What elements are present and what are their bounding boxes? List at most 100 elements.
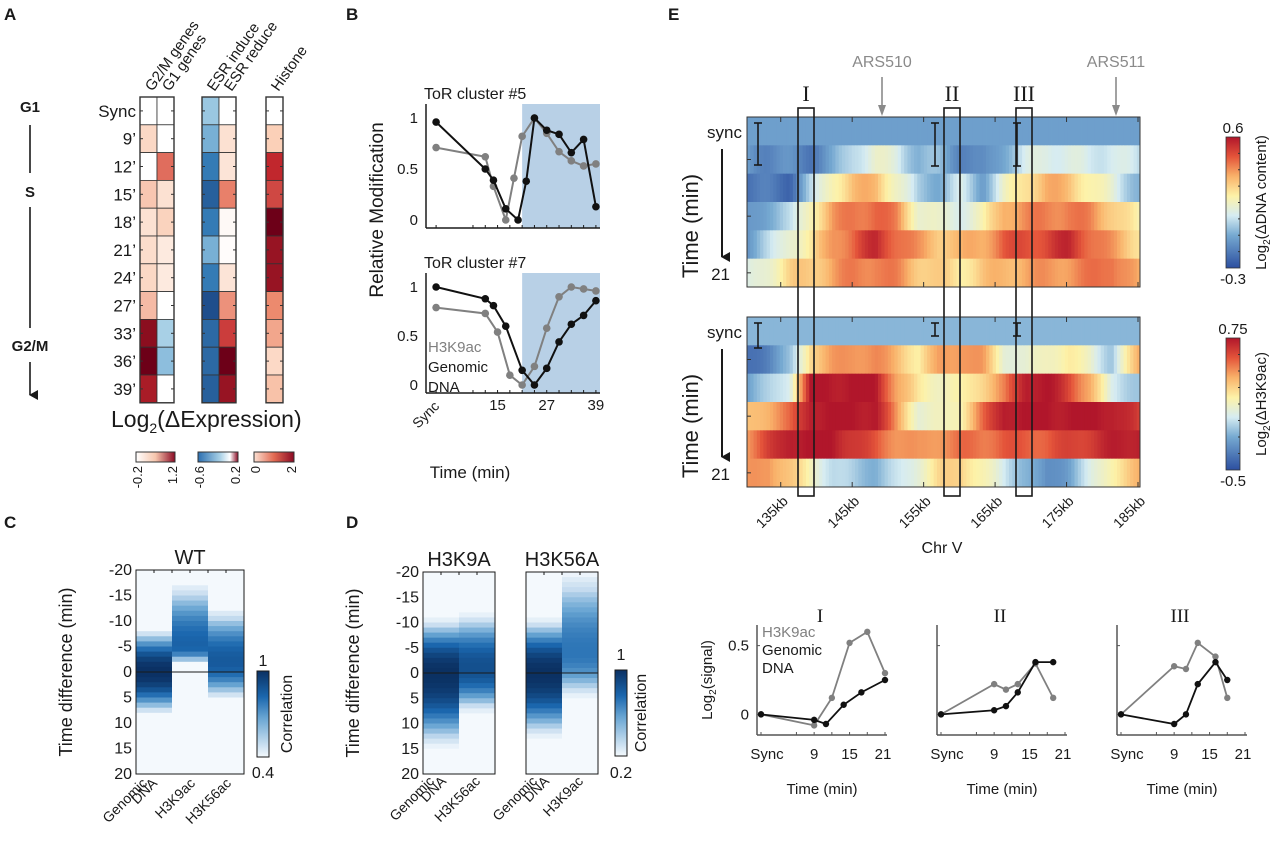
heatmap-cell bbox=[1041, 202, 1046, 231]
heatmap-cell bbox=[986, 317, 990, 346]
correlation-cell bbox=[172, 605, 209, 612]
heatmap-cell bbox=[927, 173, 931, 203]
heatmap-cell bbox=[861, 145, 866, 175]
heatmap-cell bbox=[972, 230, 977, 260]
heatmap-cell bbox=[779, 258, 784, 288]
heatmap-cell bbox=[1038, 430, 1043, 460]
heatmap-cell bbox=[802, 373, 807, 403]
correlation-cell bbox=[172, 580, 209, 586]
x-tick-label: 27 bbox=[538, 397, 555, 414]
heatmap-cell bbox=[855, 373, 859, 403]
correlation-cell bbox=[208, 717, 245, 724]
heatmap-cell bbox=[1090, 117, 1095, 146]
heatmap-cell bbox=[917, 202, 921, 231]
legend-genomic: Genomic bbox=[762, 642, 823, 659]
heatmap-cell bbox=[953, 430, 957, 460]
heatmap-cell bbox=[845, 258, 849, 288]
heatmap-cell bbox=[1038, 117, 1043, 146]
heatmap-cell bbox=[1005, 258, 1010, 288]
heatmap-cell bbox=[848, 317, 853, 346]
heatmap-cell bbox=[858, 117, 863, 146]
data-point bbox=[881, 676, 889, 684]
heatmap-cell bbox=[809, 402, 813, 431]
heatmap-cell bbox=[1038, 202, 1043, 231]
heatmap-cell bbox=[825, 430, 830, 460]
data-point bbox=[1049, 658, 1057, 666]
region-box-II bbox=[943, 107, 961, 497]
heatmap-cell bbox=[822, 430, 826, 460]
correlation-cell bbox=[136, 768, 173, 775]
heatmap-cell bbox=[789, 458, 794, 488]
heatmap-cell bbox=[841, 117, 846, 146]
correlation-cell bbox=[208, 656, 245, 663]
heatmap-cell bbox=[995, 373, 1000, 403]
correlation-cell bbox=[526, 743, 563, 750]
heatmap-cell bbox=[838, 345, 843, 375]
heatmap-cell bbox=[750, 258, 754, 288]
correlation-cell bbox=[562, 627, 599, 634]
heatmap-cell bbox=[750, 345, 754, 375]
correlation-cell bbox=[208, 677, 245, 683]
heatmap-cell bbox=[845, 230, 849, 260]
heatmap-cell bbox=[848, 402, 853, 431]
heatmap-cell bbox=[1041, 145, 1046, 175]
heatmap-cell bbox=[1005, 373, 1010, 403]
heatmap-cell bbox=[1097, 258, 1102, 288]
heatmap-cell bbox=[858, 345, 863, 375]
correlation-cell bbox=[562, 728, 599, 735]
heatmap-cell bbox=[838, 173, 843, 203]
data-point bbox=[567, 320, 576, 329]
heatmap-cell bbox=[802, 458, 807, 488]
correlation-cell bbox=[459, 763, 496, 770]
correlation-cell bbox=[136, 646, 173, 653]
correlation-cell bbox=[423, 708, 460, 714]
heatmap-cell bbox=[1005, 202, 1010, 231]
heatmap-cell bbox=[1018, 458, 1023, 488]
correlation-cell bbox=[459, 627, 496, 634]
heatmap-cell bbox=[923, 373, 928, 403]
colorbar bbox=[614, 669, 628, 757]
heatmap-cell bbox=[1012, 202, 1016, 231]
correlation-cell bbox=[526, 693, 563, 699]
heatmap-cell bbox=[907, 430, 912, 460]
heatmap-cell bbox=[805, 317, 810, 346]
heatmap-cell bbox=[851, 430, 856, 460]
heatmap-cell bbox=[819, 202, 823, 231]
heatmap-cell bbox=[1061, 258, 1066, 288]
correlation-cell bbox=[136, 702, 173, 709]
correlation-cell bbox=[459, 743, 496, 750]
correlation-cell bbox=[423, 577, 460, 583]
heatmap-cell bbox=[894, 402, 899, 431]
heatmap-cell bbox=[851, 402, 856, 431]
heatmap-cell bbox=[825, 402, 830, 431]
heatmap-cell bbox=[799, 230, 804, 260]
heatmap-cell bbox=[848, 345, 853, 375]
heatmap-cell bbox=[933, 458, 938, 488]
heatmap-cell bbox=[904, 345, 908, 375]
correlation-cell bbox=[172, 651, 209, 658]
heatmap-cell bbox=[956, 373, 961, 403]
heatmap-cell bbox=[910, 145, 915, 175]
heatmap-cell bbox=[982, 402, 987, 431]
heatmap-cell bbox=[995, 230, 1000, 260]
heatmap-cell bbox=[747, 230, 751, 260]
heatmap-cell bbox=[851, 230, 856, 260]
heatmap-cell bbox=[1126, 317, 1131, 346]
correlation-cell bbox=[136, 590, 173, 596]
heatmap-cell bbox=[1015, 430, 1020, 460]
heatmap-cell bbox=[835, 258, 840, 288]
heatmap-cell bbox=[956, 345, 961, 375]
heatmap-cell bbox=[907, 317, 912, 346]
heatmap-cell bbox=[923, 258, 928, 288]
heatmap-cell bbox=[874, 145, 879, 175]
heatmap-cell bbox=[1071, 430, 1075, 460]
correlation-cell bbox=[423, 617, 460, 623]
heatmap-cell bbox=[1103, 458, 1108, 488]
heatmap-cell bbox=[956, 117, 961, 146]
subplot-title: I bbox=[817, 606, 823, 627]
heatmap-cell bbox=[891, 202, 895, 231]
heatmap-cell bbox=[1094, 230, 1098, 260]
heatmap-cell bbox=[838, 258, 843, 288]
panel-b-xlabel: Time (min) bbox=[430, 463, 511, 482]
heatmap-cell bbox=[848, 458, 853, 488]
